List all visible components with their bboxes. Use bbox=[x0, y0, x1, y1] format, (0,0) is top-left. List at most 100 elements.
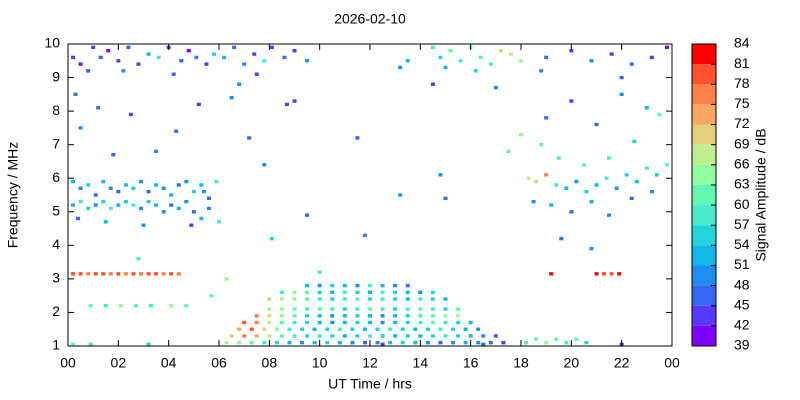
cell bbox=[108, 186, 113, 190]
cell bbox=[254, 314, 259, 318]
cell bbox=[312, 340, 317, 345]
cell bbox=[413, 327, 418, 331]
colorbar-tick-label: 72 bbox=[734, 115, 750, 131]
cell bbox=[88, 342, 93, 347]
cell bbox=[292, 314, 297, 318]
cell bbox=[103, 304, 108, 308]
x-tick-label: 00 bbox=[60, 355, 76, 371]
cell bbox=[184, 200, 189, 204]
cell bbox=[468, 334, 473, 338]
colorbar-band bbox=[692, 285, 716, 306]
cell bbox=[111, 153, 116, 157]
cell bbox=[305, 59, 310, 63]
cell bbox=[138, 179, 143, 184]
cell bbox=[534, 337, 539, 341]
cell bbox=[305, 307, 310, 311]
cell bbox=[607, 156, 612, 160]
cell bbox=[629, 196, 634, 201]
cell bbox=[229, 334, 234, 338]
cell bbox=[413, 340, 418, 345]
y-tick-label: 6 bbox=[52, 169, 60, 185]
x-tick-label: 06 bbox=[211, 355, 227, 371]
axes: 00 02 04 06 08 10 12 14 16 18 20 22 0012345678910394… bbox=[44, 35, 749, 371]
cell bbox=[544, 116, 549, 120]
cell bbox=[262, 59, 267, 63]
cell bbox=[149, 304, 154, 308]
cell bbox=[279, 297, 284, 301]
cell bbox=[154, 149, 159, 154]
cell bbox=[569, 49, 574, 53]
cell bbox=[405, 334, 410, 338]
cell bbox=[368, 320, 372, 325]
cell bbox=[368, 307, 372, 311]
cell bbox=[247, 136, 252, 140]
colorbar-band bbox=[692, 305, 716, 326]
cell bbox=[131, 272, 136, 276]
cell bbox=[559, 236, 564, 241]
cell bbox=[136, 62, 141, 66]
cell bbox=[438, 173, 443, 177]
cell bbox=[206, 206, 211, 211]
cell bbox=[262, 327, 267, 331]
cell bbox=[544, 340, 549, 345]
cell bbox=[508, 52, 513, 56]
cell bbox=[161, 210, 166, 214]
cell bbox=[242, 320, 247, 325]
cell bbox=[176, 183, 181, 187]
cell bbox=[199, 183, 204, 187]
cell bbox=[355, 297, 360, 301]
cell bbox=[103, 220, 108, 224]
cell bbox=[305, 213, 310, 217]
cell bbox=[191, 189, 196, 194]
cell bbox=[201, 189, 206, 194]
cell bbox=[154, 203, 159, 207]
cell bbox=[287, 340, 292, 345]
colorbar-tick-label: 54 bbox=[734, 236, 750, 252]
x-axis-label: UT Time / hrs bbox=[328, 376, 412, 392]
cell bbox=[430, 290, 435, 295]
x-tick-label: 12 bbox=[362, 355, 378, 371]
cell bbox=[86, 206, 91, 211]
cell bbox=[196, 102, 201, 107]
cell bbox=[284, 102, 289, 107]
cell bbox=[657, 112, 662, 117]
cell bbox=[274, 327, 279, 331]
cell bbox=[106, 49, 111, 53]
cell bbox=[71, 55, 76, 60]
cell bbox=[443, 314, 448, 318]
cell bbox=[169, 203, 174, 207]
cell bbox=[116, 59, 121, 63]
cell bbox=[619, 75, 624, 80]
cell bbox=[478, 55, 483, 60]
cell bbox=[342, 314, 347, 318]
colorbar-tick-label: 66 bbox=[734, 156, 750, 172]
cell bbox=[380, 320, 385, 325]
cell bbox=[463, 327, 468, 331]
cell bbox=[176, 272, 181, 276]
cell bbox=[375, 327, 380, 331]
cell bbox=[609, 272, 614, 276]
cell bbox=[418, 307, 423, 311]
cell bbox=[488, 62, 493, 66]
cell bbox=[317, 314, 322, 318]
cell bbox=[267, 320, 272, 325]
colorbar-band bbox=[692, 205, 716, 226]
cell bbox=[330, 307, 335, 311]
heatmap-cells bbox=[71, 45, 669, 347]
chart-title: 2026-02-10 bbox=[334, 11, 406, 27]
y-tick-label: 4 bbox=[52, 236, 60, 252]
cell bbox=[556, 156, 561, 160]
cell bbox=[312, 327, 317, 331]
cell bbox=[249, 327, 254, 331]
cell bbox=[217, 220, 221, 224]
cell bbox=[146, 272, 151, 276]
cell bbox=[569, 210, 574, 214]
colorbar-frame bbox=[691, 43, 717, 347]
cell bbox=[123, 200, 128, 204]
cell bbox=[405, 290, 410, 295]
cell bbox=[237, 327, 242, 331]
cell bbox=[581, 163, 586, 167]
cell bbox=[393, 297, 398, 301]
cell bbox=[443, 196, 448, 201]
